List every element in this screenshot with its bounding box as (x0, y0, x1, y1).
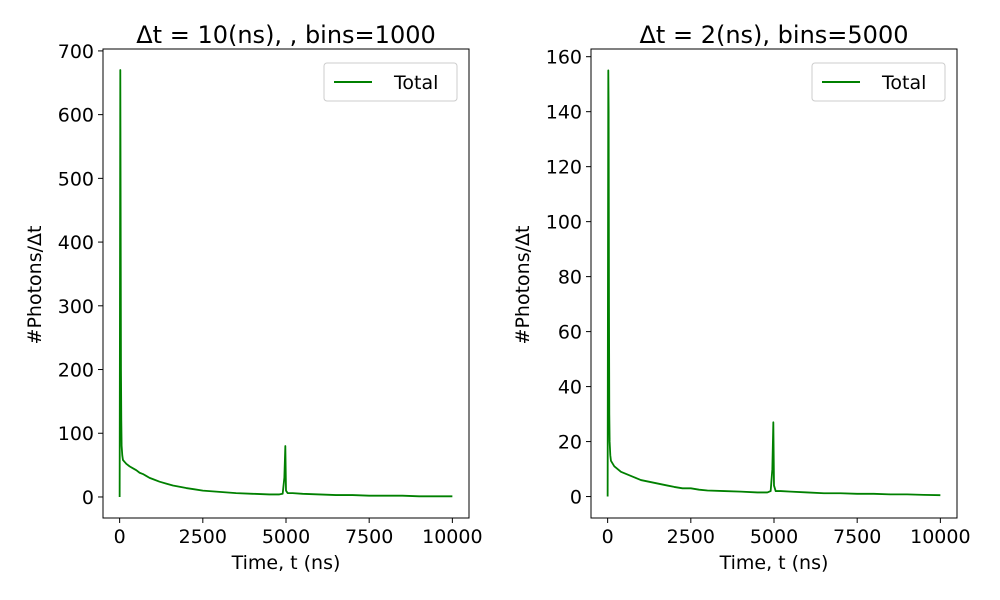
right-chart-xlabel: Time, t (ns) (719, 552, 829, 574)
left-y-tick-label-0: 0 (82, 487, 94, 509)
left-y-tick-label-3: 300 (58, 296, 94, 318)
left-y-tick-label-7: 700 (58, 41, 94, 63)
left-y-tick-label-2: 200 (58, 360, 94, 382)
right-y-tick-label-4: 80 (558, 267, 582, 289)
left-x-tick-label-2: 5000 (262, 526, 310, 548)
left-y-tick-label-4: 400 (58, 232, 94, 254)
right-series-line-0 (606, 69, 941, 497)
left-y-tick-label-1: 100 (58, 423, 94, 445)
left-x-tick-label-4: 10000 (422, 526, 482, 548)
right-y-tick-label-3: 60 (558, 322, 582, 344)
right-chart-panel: Δt = 2(ns), bins=5000 Time, t (ns) #Phot… (512, 21, 971, 574)
left-chart-title: Δt = 10(ns), , bins=1000 (136, 21, 436, 49)
left-x-tick-label-1: 2500 (179, 526, 227, 548)
left-series-line-0 (118, 69, 453, 498)
right-chart-ylabel: #Photons/Δt (512, 226, 534, 345)
right-y-tick-label-6: 120 (546, 157, 582, 179)
right-y-tick-label-8: 160 (546, 47, 582, 69)
right-y-tick-label-5: 100 (546, 212, 582, 234)
left-x-tick-label-0: 0 (114, 526, 126, 548)
right-x-tick-label-0: 0 (602, 526, 614, 548)
left-chart-ylabel: #Photons/Δt (24, 226, 46, 345)
right-legend-box (811, 62, 946, 102)
left-legend-box (323, 62, 458, 102)
right-chart-title: Δt = 2(ns), bins=5000 (640, 21, 909, 49)
left-y-tick-label-5: 500 (58, 168, 94, 190)
right-y-tick-label-2: 40 (558, 377, 582, 399)
left-y-tick-label-6: 600 (58, 105, 94, 127)
right-y-tick-label-7: 140 (546, 102, 582, 124)
right-legend-label: Total (881, 72, 926, 94)
right-x-tick-label-2: 5000 (750, 526, 798, 548)
left-legend-label: Total (393, 72, 438, 94)
right-y-tick-label-1: 20 (558, 432, 582, 454)
right-x-tick-label-1: 2500 (667, 526, 715, 548)
right-y-tick-label-0: 0 (570, 487, 582, 509)
right-x-tick-label-3: 7500 (833, 526, 881, 548)
left-chart-panel: Δt = 10(ns), , bins=1000 Time, t (ns) #P… (24, 21, 483, 574)
right-x-tick-label-4: 10000 (910, 526, 970, 548)
left-x-tick-label-3: 7500 (345, 526, 393, 548)
left-chart-xlabel: Time, t (ns) (231, 552, 341, 574)
